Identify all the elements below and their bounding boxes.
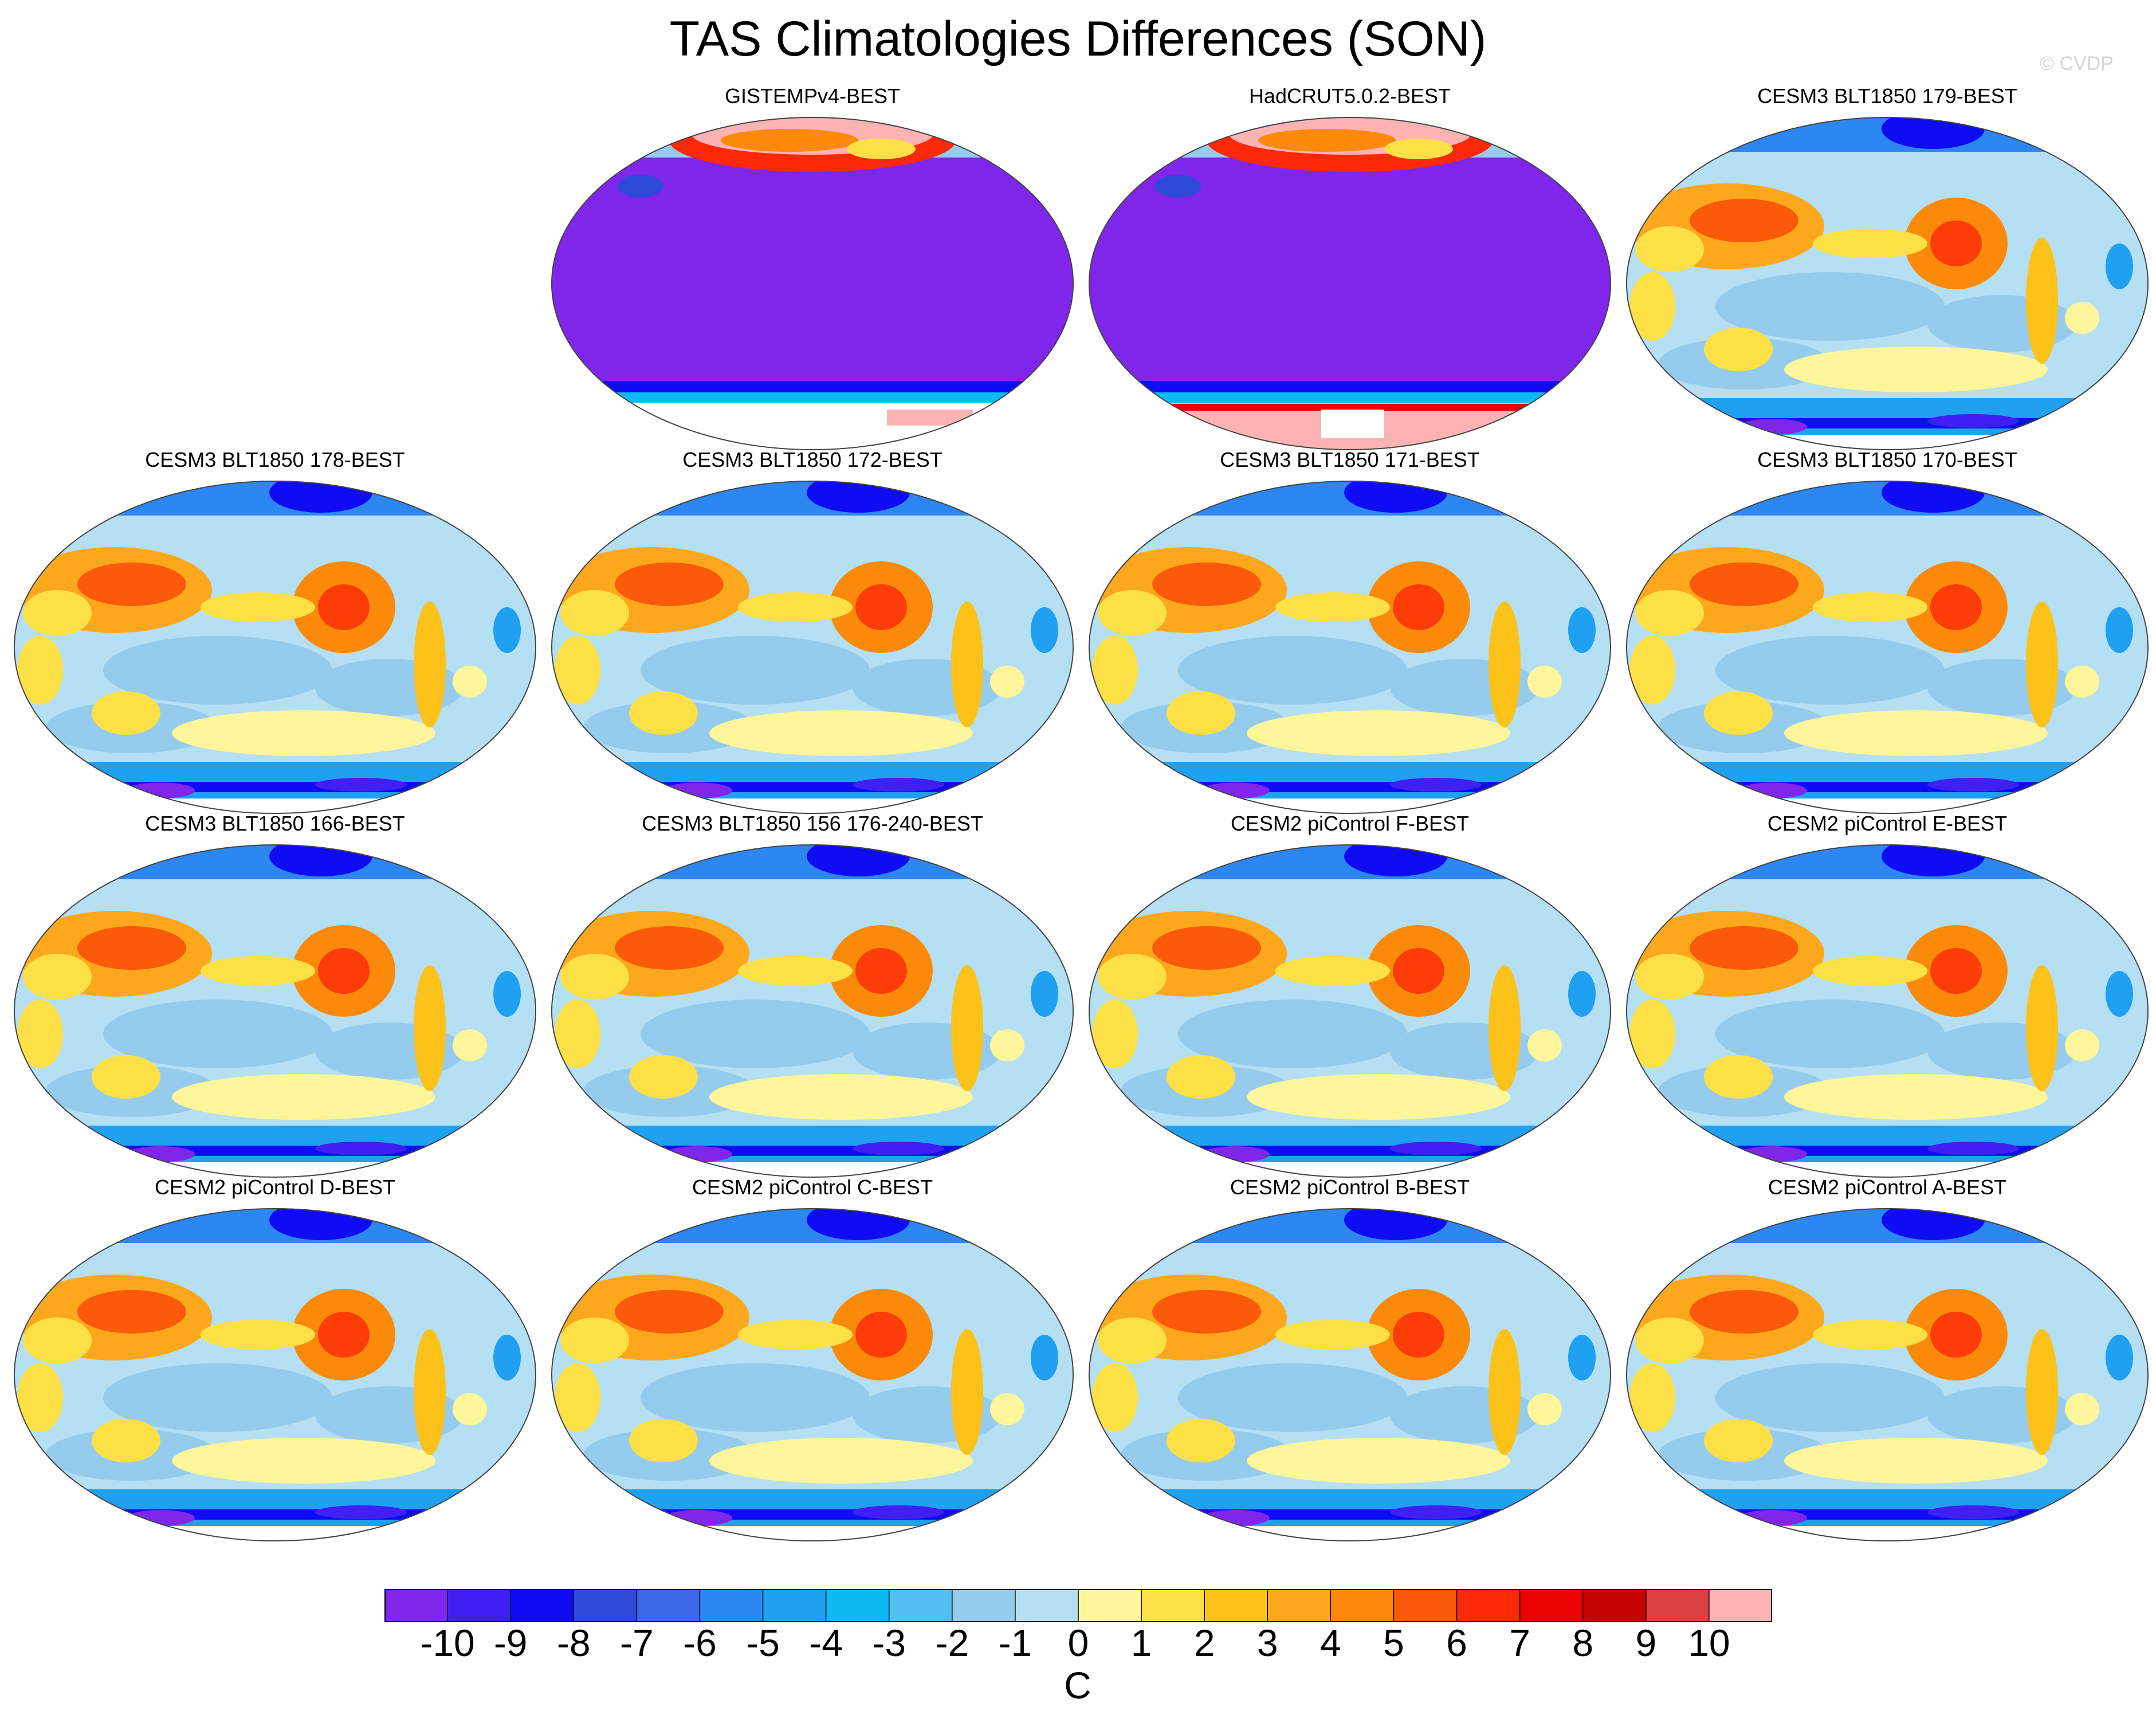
colorbar-swatch bbox=[952, 1589, 1016, 1622]
map-panel bbox=[1089, 1209, 1611, 1541]
colorbar-tick-label: 10 bbox=[1688, 1622, 1730, 1664]
colorbar-tick-label: 2 bbox=[1193, 1622, 1215, 1664]
colorbar bbox=[384, 1589, 1772, 1622]
colorbar-swatch bbox=[1646, 1589, 1710, 1622]
panel-title: CESM2 piControl C-BEST bbox=[692, 1175, 933, 1199]
panel-title: CESM2 piControl D-BEST bbox=[154, 1175, 396, 1199]
map-panel bbox=[14, 481, 536, 813]
colorbar-units: C bbox=[1064, 1664, 1091, 1706]
figure-title: TAS Climatologies Differences (SON) bbox=[669, 11, 1487, 66]
colorbar-swatch bbox=[1456, 1589, 1521, 1622]
colorbar-tick-label: 7 bbox=[1509, 1622, 1530, 1664]
map-frame bbox=[1089, 117, 1611, 450]
colorbar-swatch bbox=[1519, 1589, 1584, 1622]
colorbar-swatch bbox=[510, 1589, 574, 1622]
colorbar-swatch bbox=[1204, 1589, 1268, 1622]
panel-title: HadCRUT5.0.2-BEST bbox=[1248, 84, 1451, 108]
panel-title: CESM3 BLT1850 179-BEST bbox=[1757, 84, 2017, 108]
panel-title: CESM3 BLT1850 166-BEST bbox=[145, 812, 405, 835]
map-frame bbox=[1089, 481, 1611, 814]
colorbar-swatch bbox=[763, 1589, 827, 1622]
map-panel bbox=[1627, 481, 2148, 813]
map-panel bbox=[552, 481, 1073, 813]
colorbar-tick-label: 6 bbox=[1446, 1622, 1467, 1664]
map-panel bbox=[1627, 845, 2148, 1177]
colorbar-swatch bbox=[826, 1589, 890, 1622]
colorbar-swatch bbox=[1393, 1589, 1458, 1622]
colorbar-swatch bbox=[1267, 1589, 1331, 1622]
panel-title: CESM3 BLT1850 178-BEST bbox=[145, 448, 405, 471]
map-panel bbox=[552, 117, 1073, 450]
colorbar-tick-label: -1 bbox=[998, 1622, 1032, 1664]
colorbar-swatch bbox=[637, 1589, 700, 1622]
map-frame bbox=[1089, 844, 1611, 1178]
map-panel bbox=[14, 845, 536, 1177]
colorbar-swatch bbox=[447, 1589, 511, 1622]
map-panel bbox=[1089, 117, 1611, 450]
panel-title: CESM2 piControl A-BEST bbox=[1768, 1175, 2007, 1199]
map-frame bbox=[1089, 1208, 1611, 1541]
map-frame bbox=[14, 481, 536, 814]
map-frame bbox=[551, 117, 1074, 450]
colorbar-swatch bbox=[574, 1589, 637, 1622]
colorbar-swatch bbox=[1330, 1589, 1394, 1622]
colorbar-tick-label: -2 bbox=[935, 1622, 969, 1664]
map-panel bbox=[1627, 1209, 2148, 1541]
colorbar-tick-label: -6 bbox=[683, 1622, 717, 1664]
colorbar-swatch bbox=[1709, 1589, 1772, 1622]
map-panel bbox=[1089, 845, 1611, 1177]
copyright-watermark: © CVDP bbox=[2040, 53, 2114, 74]
colorbar-tick-label: -9 bbox=[493, 1622, 528, 1664]
colorbar-tick-label: 4 bbox=[1320, 1622, 1341, 1664]
colorbar-swatch bbox=[889, 1589, 953, 1622]
map-frame bbox=[551, 844, 1074, 1178]
panel-title: CESM2 piControl B-BEST bbox=[1230, 1175, 1470, 1199]
colorbar-tick-label: 0 bbox=[1067, 1622, 1089, 1664]
map-panel bbox=[552, 1209, 1073, 1541]
colorbar-tick-label: -7 bbox=[620, 1622, 654, 1664]
panel-title: CESM2 piControl F-BEST bbox=[1230, 812, 1470, 835]
colorbar-swatch bbox=[1582, 1589, 1647, 1622]
colorbar-tick-label: 5 bbox=[1383, 1622, 1404, 1664]
map-frame bbox=[1626, 117, 2149, 450]
map-frame bbox=[14, 844, 536, 1178]
panel-title: CESM2 piControl E-BEST bbox=[1767, 812, 2008, 835]
colorbar-tick-label: 1 bbox=[1130, 1622, 1152, 1664]
panel-title: CESM3 BLT1850 156 176-240-BEST bbox=[642, 812, 983, 835]
map-frame bbox=[1626, 481, 2149, 814]
map-panel bbox=[1627, 117, 2148, 450]
colorbar-tick-label: -10 bbox=[420, 1622, 475, 1664]
colorbar-tick-label: 9 bbox=[1635, 1622, 1657, 1664]
colorbar-swatch bbox=[1141, 1589, 1205, 1622]
map-frame bbox=[1626, 844, 2149, 1178]
colorbar-tick-label: -3 bbox=[872, 1622, 906, 1664]
map-panel bbox=[14, 1209, 536, 1541]
colorbar-tick-label: -5 bbox=[746, 1622, 780, 1664]
map-frame bbox=[1626, 1208, 2149, 1541]
map-frame bbox=[551, 481, 1074, 814]
colorbar-tick-label: -8 bbox=[556, 1622, 591, 1664]
map-frame bbox=[14, 1208, 536, 1541]
colorbar-tick-label: -4 bbox=[809, 1622, 843, 1664]
panel-title: CESM3 BLT1850 170-BEST bbox=[1757, 448, 2017, 471]
colorbar-swatch bbox=[1015, 1589, 1079, 1622]
panel-title: GISTEMPv4-BEST bbox=[724, 84, 901, 108]
colorbar-tick-label: 8 bbox=[1572, 1622, 1594, 1664]
colorbar-tick-label: 3 bbox=[1256, 1622, 1278, 1664]
map-frame bbox=[551, 1208, 1074, 1541]
panel-title: CESM3 BLT1850 171-BEST bbox=[1220, 448, 1480, 471]
colorbar-swatch bbox=[700, 1589, 764, 1622]
map-panel bbox=[552, 845, 1073, 1177]
colorbar-swatch bbox=[1078, 1589, 1142, 1622]
colorbar-swatch bbox=[384, 1589, 448, 1622]
panel-title: CESM3 BLT1850 172-BEST bbox=[682, 448, 942, 471]
map-panel bbox=[1089, 481, 1611, 813]
